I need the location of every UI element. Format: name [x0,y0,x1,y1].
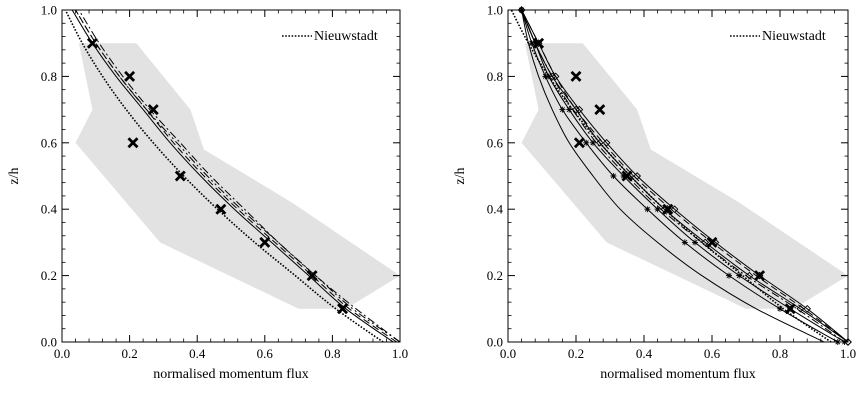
x-axis-title: normalised momentum flux [153,367,309,382]
series-1-marker-1 [777,305,783,312]
y-tick-label: 0.8 [487,69,503,84]
series-1-marker-5 [610,173,617,179]
y-tick-label: 0.4 [487,202,504,217]
series-4-marker-4 [670,205,679,214]
y-tick-label: 0.0 [41,335,57,350]
x-tick-label: 0.2 [121,346,137,361]
plot-frame [61,9,401,343]
legend-label: Nieuwstadt [762,29,826,44]
observation-point-2 [147,104,159,116]
x-tick-label: 0.4 [636,346,653,361]
series-1-marker-3 [681,239,688,246]
observation-point-6 [706,236,718,248]
series-1-marker-6 [583,139,590,146]
observation-point-7 [306,270,318,282]
x-tick-label: 0.8 [324,346,340,361]
observation-point-3 [573,137,585,149]
x-tick-label: 1.0 [392,346,408,361]
observation-point-3 [127,137,139,149]
y-tick-label: 1.0 [41,3,57,18]
series-2-marker-3 [692,239,698,246]
chart-right: 0.0 0.2 0.4 0.6 0.8 1.0 0.0 0.2 0.4 0.6 0.8 1.0 norm… [453,3,856,383]
shaded-range-area [75,43,400,309]
observation-point-7 [754,270,766,282]
series-2-marker-6 [590,139,596,146]
observation-point-8 [784,303,796,315]
series-1-marker-7 [559,106,566,113]
shaded-range-area [521,43,848,309]
y-axis-title: z/h [453,167,468,184]
x-axis-title: normalised momentum flux [600,367,756,382]
series-3-marker-8 [548,72,557,81]
y-tick-label: 0.2 [41,268,57,283]
y-tick-label: 0.2 [487,268,503,283]
observation-point-0 [86,37,98,49]
series-line-2 [78,10,400,342]
observation-point-5 [215,203,227,215]
series-line-0 [71,10,394,342]
chart-left: 0.0 0.2 0.4 0.6 0.8 1.0 0.0 0.2 0.4 0.6 0.8 1.0 norm… [7,3,408,383]
series-4-marker-7 [575,105,584,114]
x-tick-label: 0.8 [772,346,788,361]
series-line-5 [521,10,848,342]
x-tick-label: 1.0 [840,346,856,361]
series-line-4 [64,10,384,342]
observation-point-2 [594,104,606,116]
series-2-marker-4 [654,206,661,213]
observation-point-4 [621,170,633,182]
series-2-marker-2 [736,272,743,279]
observation-point-1 [570,70,582,82]
series-3-marker-6 [595,138,604,147]
observation-point-6 [259,236,271,248]
series-line-0 [521,10,825,342]
series-1-marker-4 [644,206,651,213]
x-tick-label: 0.0 [500,346,516,361]
series-2-marker-5 [620,173,627,179]
plot-frame [507,9,849,343]
series-line-3 [75,10,400,342]
series-2-marker-7 [566,106,573,113]
observation-point-0 [533,37,545,49]
x-tick-label: 0.4 [189,346,206,361]
x-tick-label: 0.6 [704,346,721,361]
y-tick-label: 0.0 [487,335,503,350]
y-tick-label: 0.8 [41,69,57,84]
series-line-7 [510,10,832,342]
legend-label: Nieuwstadt [314,29,378,44]
series-3-marker-3 [701,238,710,247]
observation-point-5 [662,203,674,215]
observation-point-1 [124,70,136,82]
y-tick-label: 1.0 [487,3,503,18]
y-axis-title: z/h [7,167,22,184]
series-3-marker-2 [745,271,754,280]
observation-point-8 [337,303,349,315]
y-tick-label: 0.6 [487,135,504,150]
series-1-marker-2 [726,272,732,279]
y-tick-label: 0.4 [41,202,58,217]
x-tick-label: 0.0 [54,346,70,361]
x-tick-label: 0.6 [257,346,274,361]
series-4-marker-1 [803,304,812,313]
series-1-marker-8 [542,73,549,80]
series-4-marker-8 [551,72,560,81]
x-tick-label: 0.2 [568,346,584,361]
y-tick-label: 0.6 [41,135,58,150]
observation-point-4 [174,170,186,182]
